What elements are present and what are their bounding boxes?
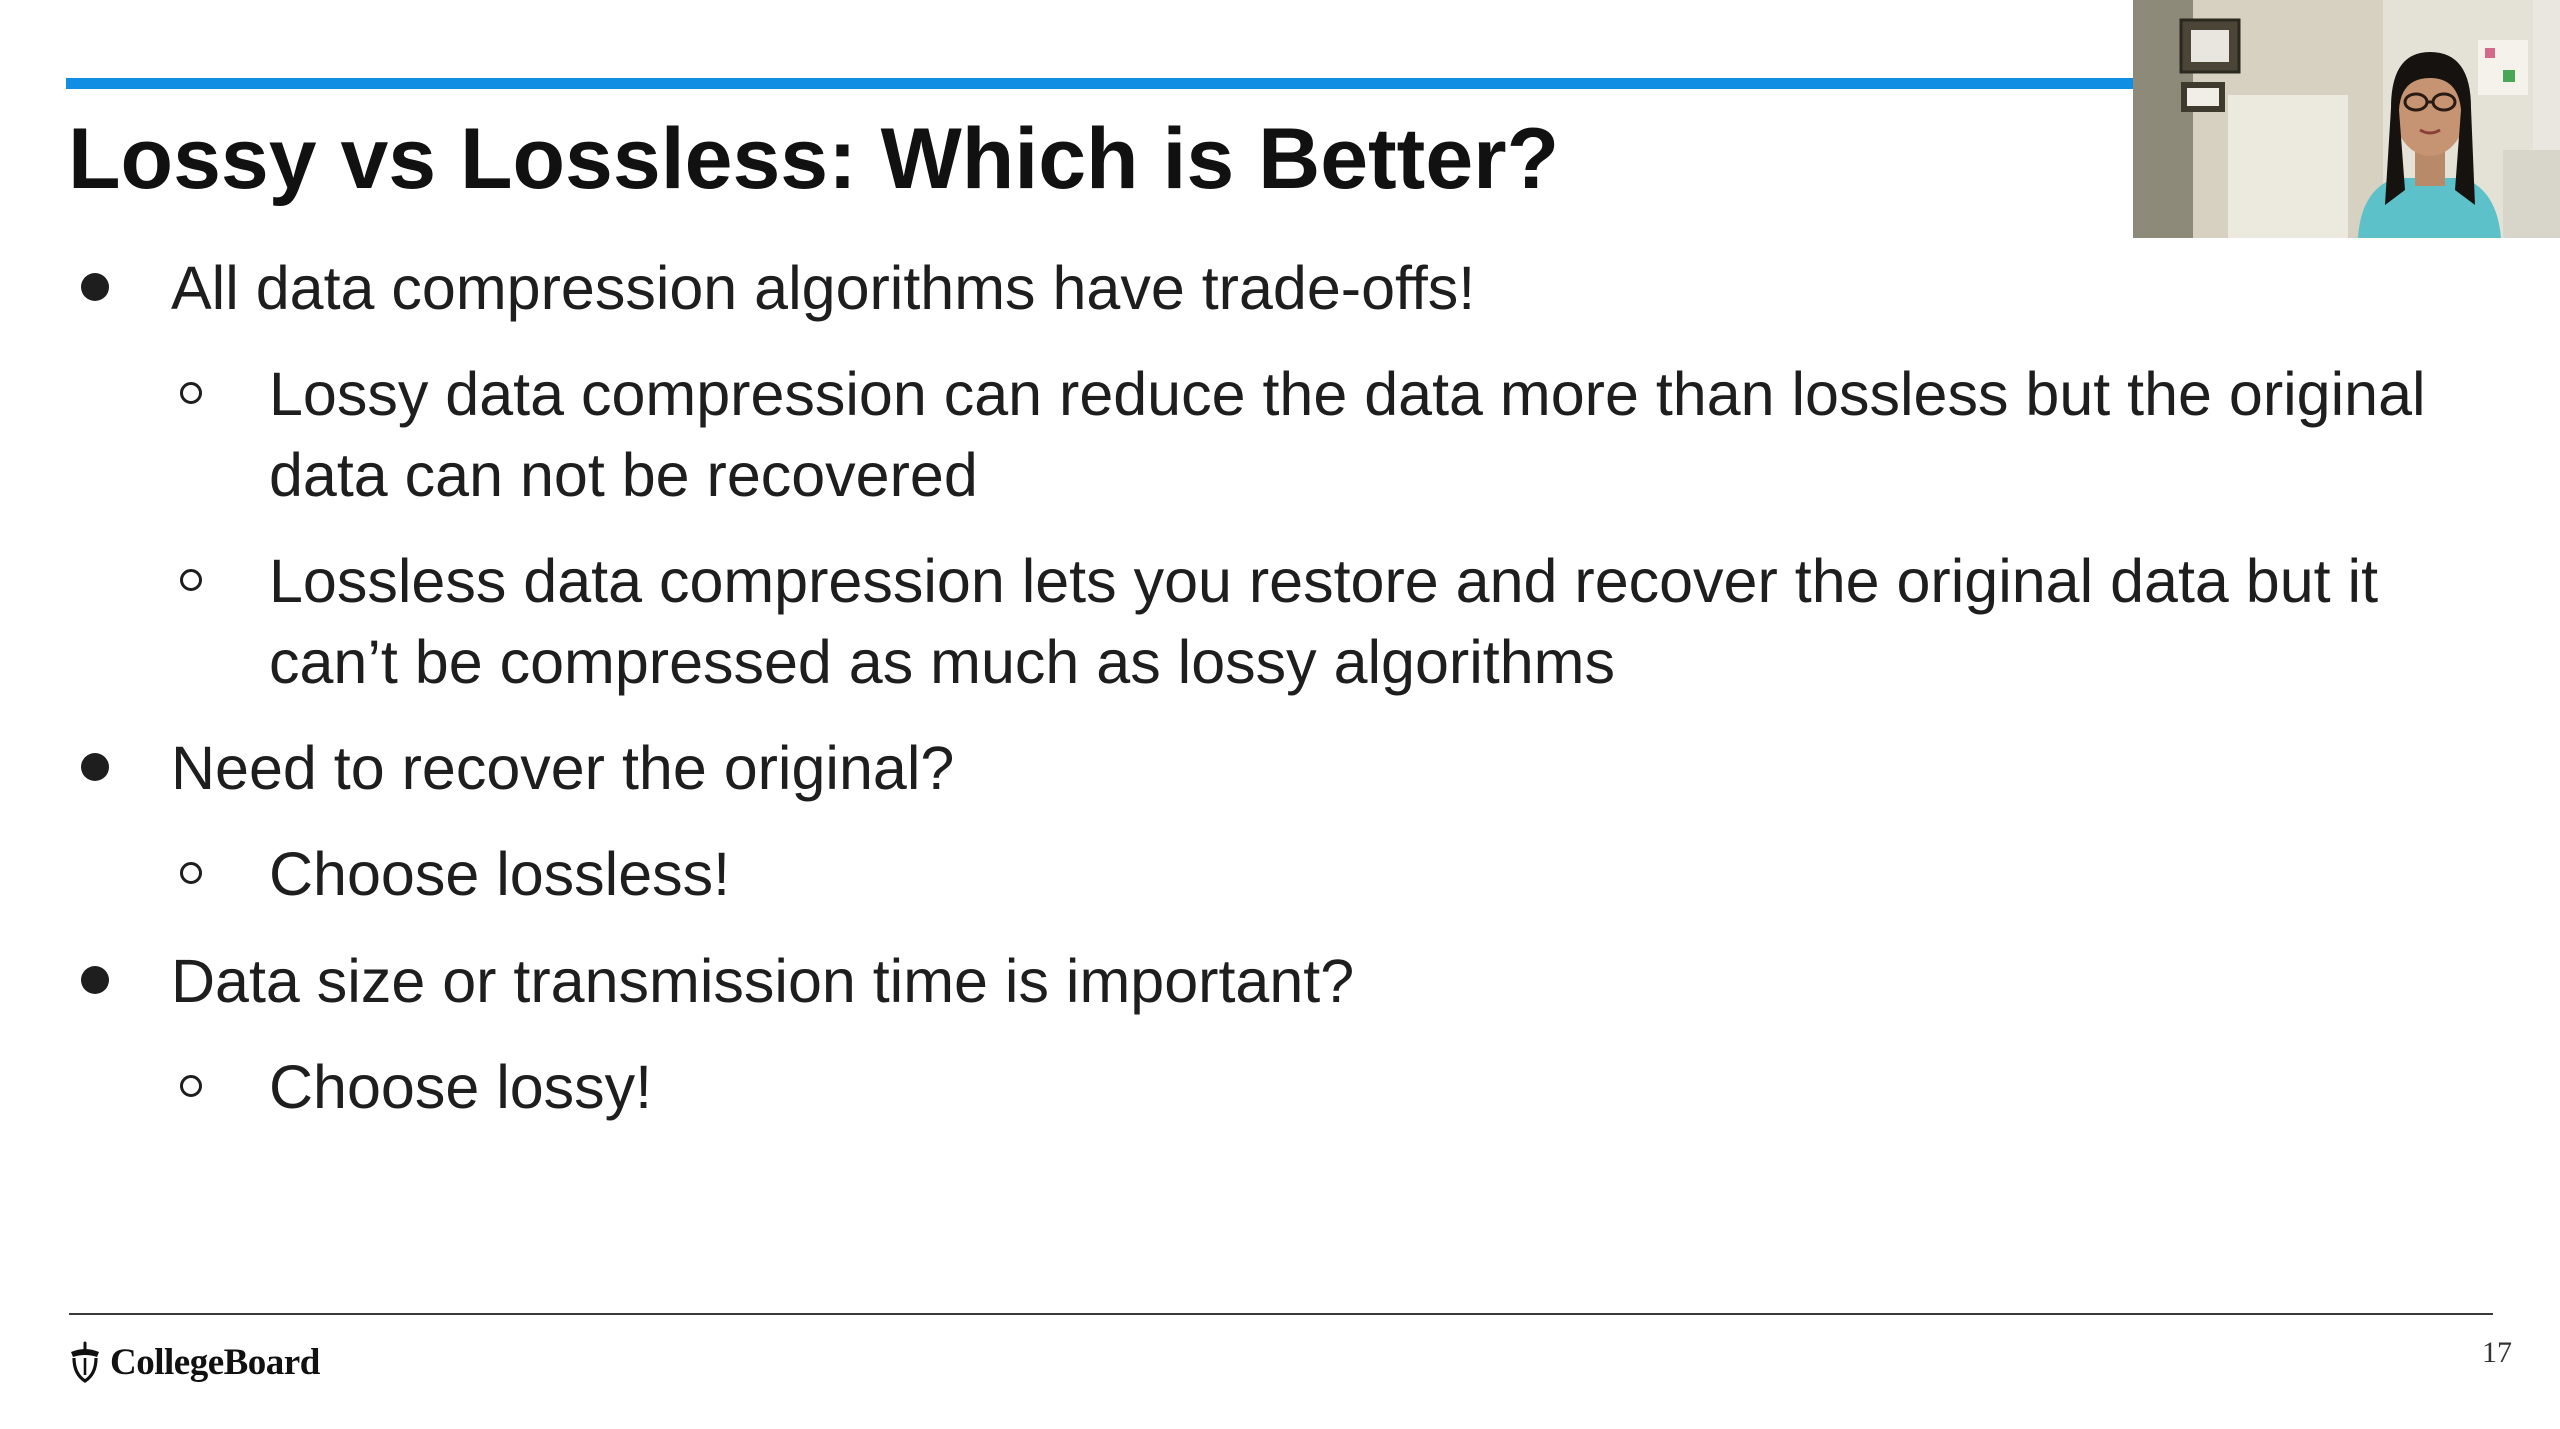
sub-bullet-item: Choose lossy! <box>180 1047 2469 1128</box>
sub-bullet-text: Choose lossless! <box>269 840 731 908</box>
bullet-text: All data compression algorithms have tra… <box>171 254 1476 322</box>
bullet-dot-icon <box>81 273 109 301</box>
sub-bullet-text: Lossless data compression lets you resto… <box>269 547 2379 696</box>
collegeboard-acorn-icon <box>71 1341 99 1383</box>
sub-bullet-text: Lossy data compression can reduce the da… <box>269 360 2426 509</box>
bullet-item: Need to recover the original? <box>81 728 2471 809</box>
logo-text: CollegeBoard <box>110 1341 320 1383</box>
sub-bullet-item: Lossy data compression can reduce the da… <box>180 354 2469 516</box>
sub-bullet-ring-icon <box>180 862 202 884</box>
bullet-item: Data size or transmission time is import… <box>81 941 2471 1022</box>
sub-bullet-item: Choose lossless! <box>180 834 2469 915</box>
webcam-video-overlay[interactable] <box>2133 0 2560 238</box>
sub-bullet-ring-icon <box>180 569 202 591</box>
sub-bullet-ring-icon <box>180 382 202 404</box>
bullet-item: All data compression algorithms have tra… <box>81 248 2471 329</box>
bullet-text: Need to recover the original? <box>171 734 955 802</box>
sub-bullet-ring-icon <box>180 1075 202 1097</box>
bullet-dot-icon <box>81 753 109 781</box>
slide-title: Lossy vs Lossless: Which is Better? <box>68 111 1560 207</box>
collegeboard-logo: CollegeBoard <box>66 1338 320 1386</box>
presenter-video-icon <box>2133 0 2560 238</box>
title-accent-rule <box>66 78 2146 89</box>
footer-divider <box>69 1313 2493 1315</box>
sub-bullet-text: Choose lossy! <box>269 1053 653 1121</box>
page-number: 17 <box>2482 1336 2512 1369</box>
bullet-text: Data size or transmission time is import… <box>171 947 1355 1015</box>
sub-bullet-item: Lossless data compression lets you resto… <box>180 541 2469 703</box>
bullet-dot-icon <box>81 966 109 994</box>
